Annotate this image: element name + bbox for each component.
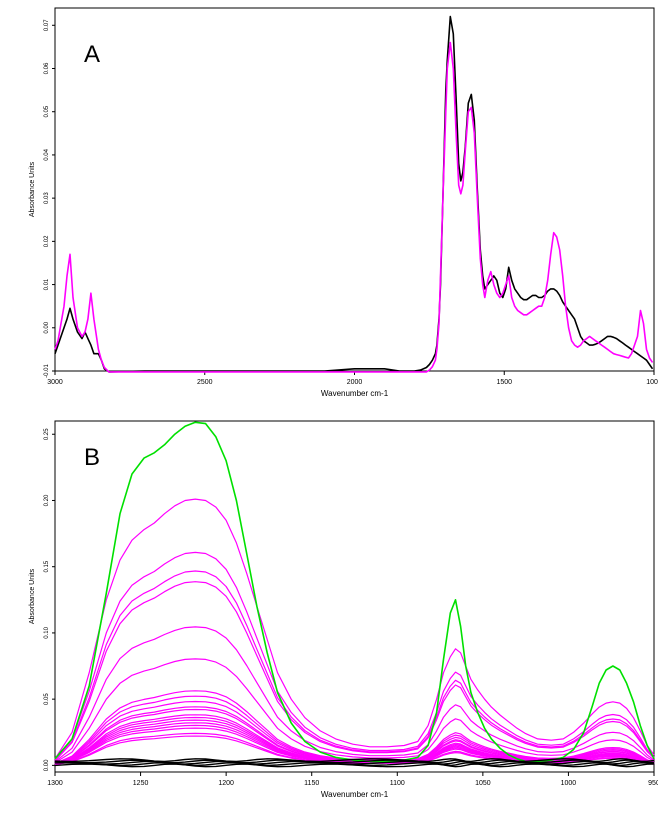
y-tick-label: 0.03: [44, 192, 50, 204]
y-tick-label: 0.07: [44, 19, 50, 31]
black-spectrum-line: [54, 15, 654, 373]
magenta-spectrum-line: [54, 581, 655, 762]
magenta-spectrum-line: [54, 695, 655, 765]
y-tick-label: 0.10: [44, 626, 50, 638]
black-spectrum-line: [54, 758, 655, 763]
x-tick-label: 1150: [304, 780, 319, 787]
y-tick-label: 0.04: [44, 148, 50, 160]
magenta-spectrum-line: [54, 41, 654, 373]
x-tick-label: 1300: [47, 780, 63, 787]
x-tick-label: 1000: [646, 379, 658, 386]
y-tick-label: 0.00: [44, 321, 50, 333]
x-tick-label: 1200: [218, 780, 234, 787]
y-tick-label: 0.20: [44, 494, 50, 506]
magenta-spectrum-line: [54, 727, 655, 766]
x-tick-label: 950: [648, 780, 658, 787]
y-tick-label: 0.01: [44, 278, 50, 290]
magenta-spectrum-line: [54, 626, 655, 763]
y-tick-label: 0.05: [44, 693, 50, 705]
magenta-spectrum-line: [54, 570, 655, 761]
panel-b: 1300 1250 1200 1150 1100 1050 1000 950 0.00 0.05 0…: [29, 420, 658, 799]
x-tick-label: 1100: [390, 780, 405, 787]
panel-label: A: [84, 41, 100, 68]
magenta-spectrum-line: [54, 498, 655, 760]
x-axis-label: Wavenumber cm-1: [321, 389, 389, 398]
y-tick-label: 0.00: [44, 759, 50, 771]
magenta-spectrum-line: [54, 700, 655, 765]
x-tick-label: 1250: [133, 780, 149, 787]
x-tick-label: 2500: [197, 379, 213, 386]
plot-frame: [54, 7, 655, 372]
magenta-spectrum-line: [54, 708, 655, 765]
magenta-spectrum-line: [54, 658, 655, 764]
x-tick-label: 2000: [347, 379, 363, 386]
panel-a: 3000 2500 2000 1500 1000 -0.01 0.00 0.01 0.02 0.0…: [29, 7, 658, 398]
magenta-spectrum-line: [54, 551, 655, 761]
plot-frame: [54, 420, 655, 773]
x-tick-label: 1500: [496, 379, 512, 386]
y-tick-label: 0.02: [44, 235, 50, 247]
y-axis-label: Absorbance Units: [29, 161, 36, 217]
y-axis-label: Absorbance Units: [29, 568, 36, 624]
x-tick-label: 3000: [47, 379, 63, 386]
x-tick-label: 1000: [561, 780, 577, 787]
green-spectrum-line: [54, 421, 655, 763]
y-tick-label: 0.25: [44, 428, 50, 440]
y-tick-label: 0.15: [44, 560, 50, 572]
y-tick-label: -0.01: [44, 364, 50, 378]
x-axis-label: Wavenumber cm-1: [321, 790, 389, 799]
y-tick-label: 0.05: [44, 105, 50, 117]
panel-label: B: [84, 444, 100, 471]
y-tick-label: 0.06: [44, 62, 50, 74]
x-tick-label: 1050: [475, 780, 491, 787]
